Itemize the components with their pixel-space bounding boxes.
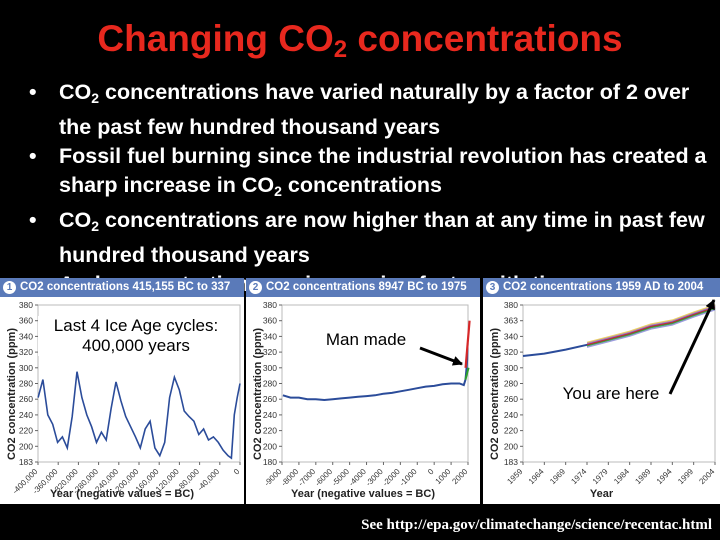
y-tick-label: 180 <box>263 457 277 467</box>
y-tick-label: 320 <box>263 347 277 357</box>
ice-core-overlay-red <box>464 320 471 368</box>
x-tick-label: 1999 <box>676 467 695 486</box>
chart-header: 3 CO2 concentrations 1959 AD to 2004 AD <box>483 278 720 312</box>
y-tick-label: 380 <box>19 300 33 310</box>
x-axis-label: Year <box>589 488 614 500</box>
x-tick-label: -3000 <box>364 467 385 488</box>
y-tick-label: 363 <box>504 316 518 326</box>
y-tick-label: 240 <box>263 410 277 420</box>
ice-age-annotation: Last 4 Ice Age cycles: 400,000 years <box>38 316 234 356</box>
y-axis-label: CO2 concentration (ppm) <box>489 328 501 461</box>
chart-number-badge: 3 <box>486 281 499 294</box>
x-tick-label: 1974 <box>569 467 588 486</box>
x-tick-label: 2000 <box>450 467 469 486</box>
y-tick-label: 340 <box>263 331 277 341</box>
chart-panel-ice-age: 1 CO2 concentrations 415,155 BC to 337 BC… <box>0 278 244 504</box>
y-tick-label: 260 <box>263 394 277 404</box>
x-tick-label: 1969 <box>548 467 567 486</box>
y-tick-label: 200 <box>263 441 277 451</box>
bullet-item: CO2 concentrations have varied naturally… <box>27 78 707 142</box>
x-tick-label: 0 <box>426 467 436 477</box>
y-tick-label: 200 <box>19 441 33 451</box>
y-tick-label: 260 <box>504 394 518 404</box>
y-tick-label: 240 <box>19 410 33 420</box>
bullet-item: CO2 concentrations are now higher than a… <box>27 206 707 270</box>
plot-frame <box>281 304 469 463</box>
y-tick-label: 340 <box>504 331 518 341</box>
x-tick-label: 0 <box>232 467 242 477</box>
x-tick-label: 1989 <box>633 467 652 486</box>
x-tick-label: -9000 <box>263 467 284 488</box>
y-tick-label: 280 <box>504 379 518 389</box>
y-tick-label: 220 <box>504 426 518 436</box>
x-axis-label: Year (negative values = BC) <box>291 488 435 500</box>
x-tick-label: 1964 <box>527 467 546 486</box>
chart-title: CO2 concentrations 8947 BC to 1975 AD <box>246 281 467 312</box>
chart-header: 2 CO2 concentrations 8947 BC to 1975 AD <box>246 278 480 312</box>
chart-panel-modern: 3 CO2 concentrations 1959 AD to 2004 AD 3… <box>483 278 720 504</box>
x-tick-label: -1000 <box>398 467 419 488</box>
y-tick-label: 240 <box>504 410 518 420</box>
source-footer: See http://epa.gov/climatechange/science… <box>361 517 712 533</box>
y-tick-label: 260 <box>19 394 33 404</box>
you-are-here-annotation: You are here <box>562 384 660 403</box>
y-tick-label: 200 <box>504 441 518 451</box>
y-tick-label: 320 <box>504 347 518 357</box>
y-axis-label: CO2 concentration (ppm) <box>6 328 18 461</box>
x-tick-label: 1959 <box>505 467 524 486</box>
x-tick-label: 1984 <box>612 467 631 486</box>
y-tick-label: 220 <box>19 426 33 436</box>
y-tick-label: 300 <box>263 363 277 373</box>
chart-plot: 380360340320300280260240220200183-400,00… <box>11 300 242 496</box>
bullet-list: CO2 concentrations have varied naturally… <box>27 78 707 305</box>
y-tick-label: 300 <box>19 363 33 373</box>
chart-title: CO2 concentrations 1959 AD to 2004 AD <box>483 281 704 312</box>
y-tick-label: 300 <box>504 363 518 373</box>
x-tick-label: 1979 <box>591 467 610 486</box>
x-tick-label: -4000 <box>347 467 368 488</box>
co2-series-line <box>37 371 241 460</box>
y-tick-label: 380 <box>263 300 277 310</box>
chart-title: CO2 concentrations 415,155 BC to 337 BC <box>0 281 231 312</box>
y-tick-label: 220 <box>263 426 277 436</box>
man-made-annotation: Man made <box>325 330 407 349</box>
y-tick-label: 360 <box>19 316 33 326</box>
y-tick-label: 320 <box>19 347 33 357</box>
chart-number-badge: 2 <box>249 281 262 294</box>
slide-title: Changing CO2 concentrations <box>97 18 623 63</box>
x-tick-label: -7000 <box>296 467 317 488</box>
x-tick-label: 1994 <box>655 467 674 486</box>
station-series-line <box>586 304 716 344</box>
y-tick-label: 360 <box>263 316 277 326</box>
y-tick-label: 183 <box>19 457 33 467</box>
chart-plot: 380 360 340 320 300 280 260 240 220 200 180-9000-8… <box>263 300 471 488</box>
x-tick-label: -2000 <box>381 467 402 488</box>
ice-core-overlay-green <box>464 367 470 380</box>
y-tick-label: 183 <box>504 457 518 467</box>
x-axis-label: Year (negative values = BC) <box>50 488 194 500</box>
y-tick-label: 280 <box>19 379 33 389</box>
y-tick-label: 380 <box>504 300 518 310</box>
y-tick-label: 280 <box>263 379 277 389</box>
chart-number-badge: 1 <box>3 281 16 294</box>
co2-series-line <box>282 343 469 402</box>
bullet-item: Fossil fuel burning since the industrial… <box>27 142 707 206</box>
x-tick-label: 1000 <box>434 467 453 486</box>
y-tick-label: 340 <box>19 331 33 341</box>
y-axis-label: CO2 concentration (ppm) <box>252 328 264 461</box>
x-tick-label: -6000 <box>313 467 334 488</box>
x-tick-label: -8000 <box>279 467 300 488</box>
x-tick-label: -5000 <box>330 467 351 488</box>
chart-header: 1 CO2 concentrations 415,155 BC to 337 BC <box>0 278 244 312</box>
x-tick-label: 2004 <box>697 467 716 486</box>
chart-panel-holocene: 2 CO2 concentrations 8947 BC to 1975 AD 3… <box>246 278 480 504</box>
